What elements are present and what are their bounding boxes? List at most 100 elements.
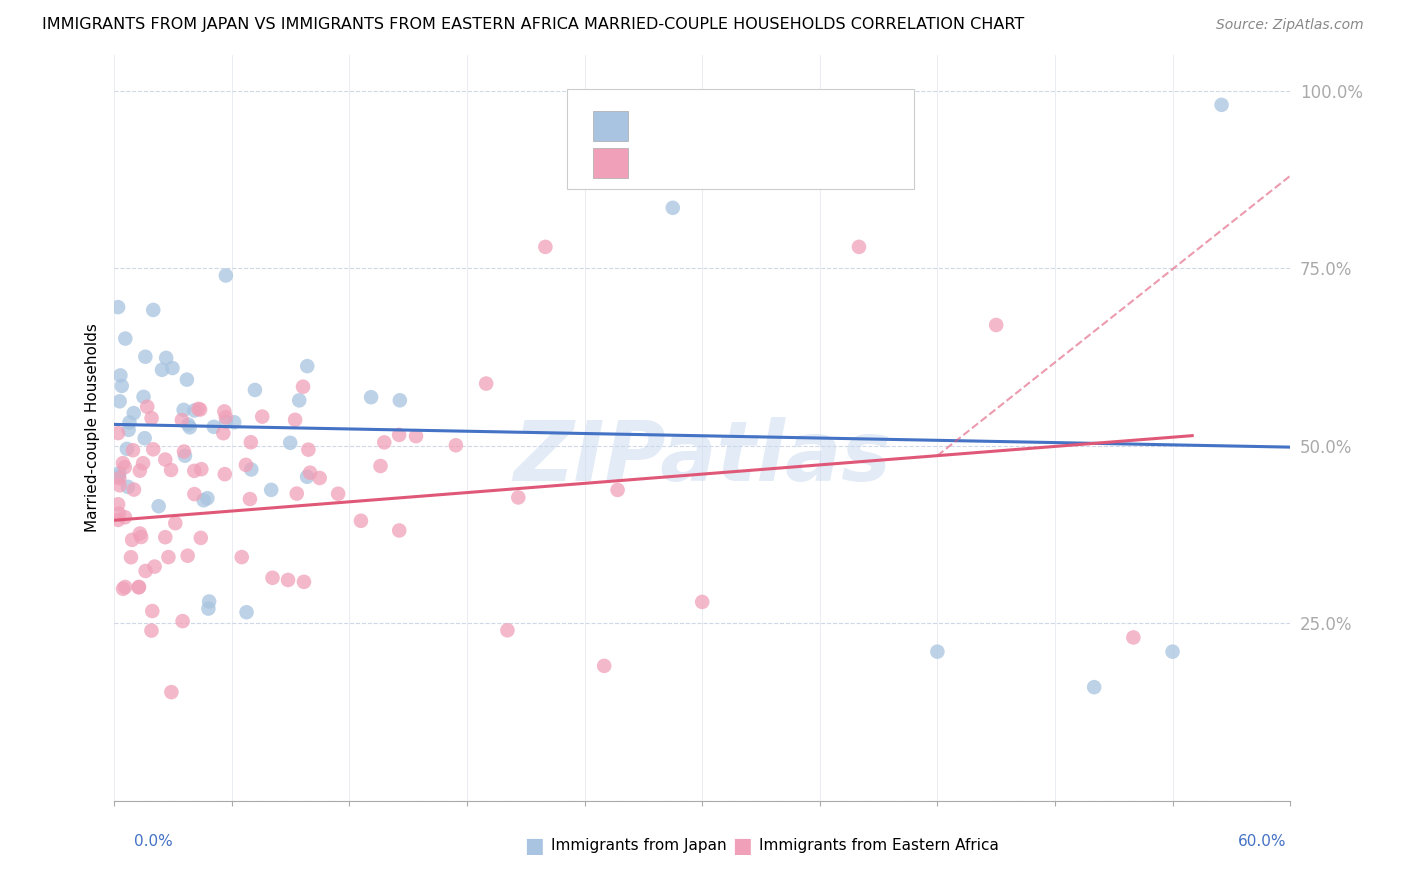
Point — [292, 574, 315, 589]
Point — [350, 514, 373, 528]
Point — [235, 458, 257, 472]
Point — [606, 483, 628, 497]
Point — [224, 415, 246, 429]
Point — [240, 462, 263, 476]
Point — [295, 469, 318, 483]
Point — [135, 564, 157, 578]
Point — [235, 605, 257, 619]
Point — [308, 471, 330, 485]
Point — [160, 685, 183, 699]
Point — [239, 435, 262, 450]
Point — [128, 464, 150, 478]
Text: Immigrants from Eastern Africa: Immigrants from Eastern Africa — [759, 838, 1000, 853]
Point — [162, 361, 184, 376]
Point — [986, 318, 1008, 332]
Point — [299, 466, 322, 480]
Point — [215, 415, 238, 429]
Point — [136, 400, 159, 414]
Point — [388, 428, 411, 442]
Point — [177, 417, 200, 432]
Text: 60.0%: 60.0% — [1239, 834, 1286, 848]
Point — [132, 456, 155, 470]
Point — [108, 471, 131, 485]
Point — [198, 594, 221, 608]
Text: IMMIGRANTS FROM JAPAN VS IMMIGRANTS FROM EASTERN AFRICA MARRIED-COUPLE HOUSEHOLD: IMMIGRANTS FROM JAPAN VS IMMIGRANTS FROM… — [42, 17, 1025, 31]
Point — [231, 550, 253, 565]
Point — [129, 530, 152, 544]
Point — [142, 302, 165, 317]
Point — [405, 429, 427, 443]
Point — [160, 463, 183, 477]
Point — [118, 416, 141, 430]
Point — [593, 658, 616, 673]
Point — [388, 524, 411, 538]
Point — [197, 601, 219, 615]
Point — [122, 406, 145, 420]
Point — [214, 404, 236, 418]
Point — [239, 491, 262, 506]
Point — [128, 580, 150, 594]
Point — [107, 513, 129, 527]
Point — [111, 456, 134, 470]
Point — [122, 443, 145, 458]
Point — [202, 419, 225, 434]
Point — [848, 240, 870, 254]
Point — [215, 410, 238, 425]
Point — [370, 458, 392, 473]
Point — [174, 449, 197, 463]
Point — [534, 240, 557, 254]
Point — [155, 452, 177, 467]
Point — [496, 624, 519, 638]
Text: ■: ■ — [733, 836, 752, 855]
Point — [107, 426, 129, 441]
Point — [1211, 98, 1233, 112]
Point — [114, 332, 136, 346]
Point — [148, 500, 170, 514]
Point — [288, 393, 311, 408]
Point — [132, 390, 155, 404]
Point — [1083, 680, 1105, 694]
Point — [285, 486, 308, 500]
Point — [173, 444, 195, 458]
Text: ZIPatlas: ZIPatlas — [513, 417, 891, 499]
Text: Immigrants from Japan: Immigrants from Japan — [551, 838, 727, 853]
Point — [183, 403, 205, 417]
Point — [114, 580, 136, 594]
Point — [173, 402, 195, 417]
Point — [142, 442, 165, 457]
Point — [278, 435, 301, 450]
Point — [141, 604, 163, 618]
Point — [155, 351, 177, 365]
Point — [172, 614, 194, 628]
Point — [141, 624, 163, 638]
Text: R =  0.427  N = 80: R = 0.427 N = 80 — [643, 154, 807, 172]
Point — [121, 533, 143, 547]
Point — [662, 201, 685, 215]
Point — [260, 483, 283, 497]
Point — [444, 438, 467, 452]
Point — [212, 426, 235, 441]
Bar — [593, 148, 628, 178]
Point — [110, 368, 132, 383]
Point — [190, 462, 212, 476]
Point — [262, 571, 284, 585]
Point — [214, 467, 236, 482]
Point — [284, 413, 307, 427]
Point — [107, 300, 129, 314]
Point — [117, 480, 139, 494]
Point — [388, 393, 411, 408]
Point — [108, 478, 131, 492]
Point — [197, 491, 219, 506]
Point — [107, 507, 129, 521]
Point — [328, 487, 350, 501]
Point — [117, 423, 139, 437]
Point — [143, 559, 166, 574]
Point — [141, 411, 163, 425]
Point — [128, 580, 150, 594]
Point — [176, 373, 198, 387]
Point — [114, 510, 136, 524]
Point — [292, 380, 315, 394]
FancyBboxPatch shape — [567, 88, 914, 189]
Point — [150, 363, 173, 377]
Point — [690, 595, 713, 609]
